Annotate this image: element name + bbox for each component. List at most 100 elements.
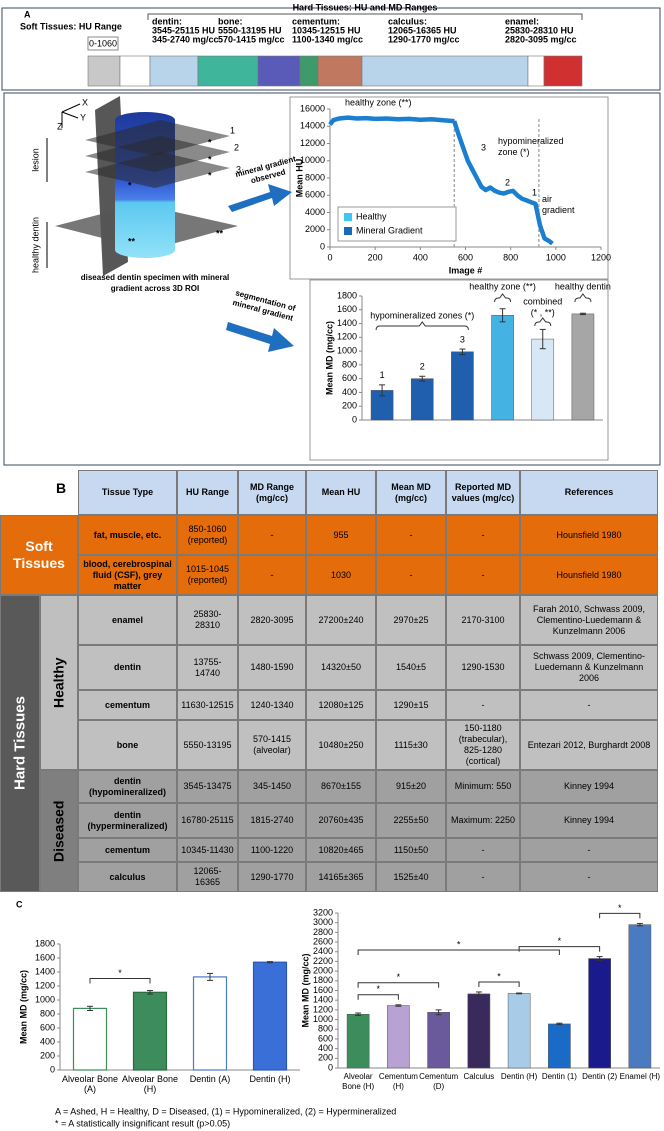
y-tick-label: 200 — [318, 1053, 333, 1063]
annotation: air gradient — [542, 194, 575, 215]
table-cell: 1115±30 — [376, 720, 446, 770]
bar — [507, 993, 531, 1069]
x-tick-label: 200 — [368, 252, 383, 262]
axis-arrow — [61, 111, 79, 119]
tissue-range-label: 25830-28310 HU — [505, 25, 574, 35]
error-bar — [207, 972, 213, 981]
table-cell: 1290±15 — [376, 690, 446, 720]
table-cell: fat, muscle, etc. — [78, 515, 177, 555]
significance-label: * — [497, 971, 501, 981]
bar — [588, 958, 611, 1069]
y-tick-label: 6000 — [305, 190, 325, 200]
table-cell: - — [238, 555, 306, 595]
table-cell: 1240-1340 — [238, 690, 306, 720]
error-bar — [459, 348, 466, 356]
x-tick-label: 1000 — [546, 252, 566, 262]
table-cell: 1480-1590 — [238, 645, 306, 690]
y-axis-title: Mean MD (mg/cc) — [324, 321, 334, 395]
bar — [531, 338, 555, 421]
y-tick-label: 1600 — [337, 304, 357, 314]
table-cell: 1150±50 — [376, 838, 446, 862]
range-segment — [527, 55, 545, 87]
y-tick-label: 800 — [318, 1024, 333, 1034]
table-cell: 16780-25115 — [177, 803, 238, 838]
slice-label: 2 — [234, 142, 239, 152]
table-cell: dentin (hypomineralized) — [78, 770, 177, 803]
table-cell: Farah 2010, Schwass 2009, Clementino-Lue… — [520, 595, 658, 645]
y-tick-label: 400 — [40, 1036, 55, 1046]
y-tick-label: 8000 — [305, 172, 325, 182]
error-bar — [379, 384, 386, 397]
axis-label: X — [82, 97, 88, 107]
table-cell: 12065-16365 — [177, 862, 238, 892]
bar — [252, 961, 288, 1071]
tissue-range-label: bone: — [218, 16, 243, 26]
range-segment — [299, 55, 319, 87]
range-segment — [257, 55, 301, 87]
error-bar — [147, 990, 153, 995]
table-cell: 27200±240 — [306, 595, 376, 645]
header-cell: Mean HU — [306, 470, 376, 515]
x-tick-label: 800 — [503, 252, 518, 262]
y-tick-label: 600 — [40, 1022, 55, 1032]
bar — [72, 1007, 108, 1071]
y-tick-label: 1800 — [35, 938, 55, 948]
data-line — [452, 120, 554, 246]
x-tick-label: Cementum (D) — [419, 1072, 459, 1091]
error-bar — [516, 992, 523, 995]
axis-arrow — [61, 103, 81, 113]
bar — [467, 993, 491, 1069]
range-segment — [87, 55, 121, 87]
y-tick-label: 0 — [50, 1064, 55, 1074]
table-cell: 1290-1530 — [446, 645, 520, 690]
significance-label: * — [376, 984, 380, 994]
healthy-label: healthy dentin — [30, 217, 40, 273]
table-cell: dentin (hypermineralized) — [78, 803, 177, 838]
axis-label: Y — [80, 112, 86, 122]
x-tick-label: Dentin (1) — [541, 1072, 577, 1081]
panel-a-frame — [3, 92, 661, 466]
table-cell: cementum — [78, 838, 177, 862]
bar — [451, 351, 474, 421]
error-bar — [499, 308, 506, 323]
annotation: healthy zone (**) — [345, 97, 412, 107]
panel-label: B — [56, 480, 67, 496]
significance-label: * — [118, 968, 122, 978]
y-tick-label: 1800 — [337, 290, 357, 300]
marker: ** — [128, 236, 136, 246]
y-tick-label: 600 — [342, 373, 357, 383]
y-tick-label: 2200 — [313, 956, 333, 966]
y-tick-label: 200 — [342, 401, 357, 411]
table-cell: blood, cerebrospinal fluid (CSF), grey m… — [78, 555, 177, 595]
y-tick-label: 1600 — [35, 952, 55, 962]
panel-a-top-frame — [1, 7, 661, 91]
footnote: A = Ashed, H = Healthy, D = Diseased, (1… — [55, 1106, 396, 1116]
slice — [85, 152, 230, 188]
soft-range-box — [87, 36, 119, 51]
error-bar — [435, 1009, 442, 1016]
marker: * — [128, 180, 132, 190]
significance-bracket — [357, 949, 560, 955]
error-bar — [539, 328, 546, 350]
table-cell: 955 — [306, 515, 376, 555]
tissue-range-label: 10345-12515 HU — [292, 25, 361, 35]
y-tick-label: 0 — [320, 241, 325, 251]
panel-label: C — [16, 899, 23, 909]
soft-range: 0-1060 — [89, 38, 117, 48]
y-tick-label: 1400 — [313, 995, 333, 1005]
x-tick-label: Alveolar Bone (A) — [61, 1074, 119, 1094]
table-cell: 12080±125 — [306, 690, 376, 720]
table-cell: 13755-14740 — [177, 645, 238, 690]
y-tick-label: 0 — [352, 414, 357, 424]
panel-label: A — [24, 9, 31, 19]
range-segment — [317, 55, 363, 87]
y-tick-label: 600 — [318, 1033, 333, 1043]
y-tick-label: 200 — [40, 1050, 55, 1060]
table-cell: - — [446, 515, 520, 555]
significance-bracket — [357, 982, 440, 988]
x-tick-label: 400 — [413, 252, 428, 262]
bar — [491, 315, 514, 421]
bar — [346, 1013, 370, 1069]
header-cell: Tissue Type — [78, 470, 177, 515]
table-cell: 14320±50 — [306, 645, 376, 690]
